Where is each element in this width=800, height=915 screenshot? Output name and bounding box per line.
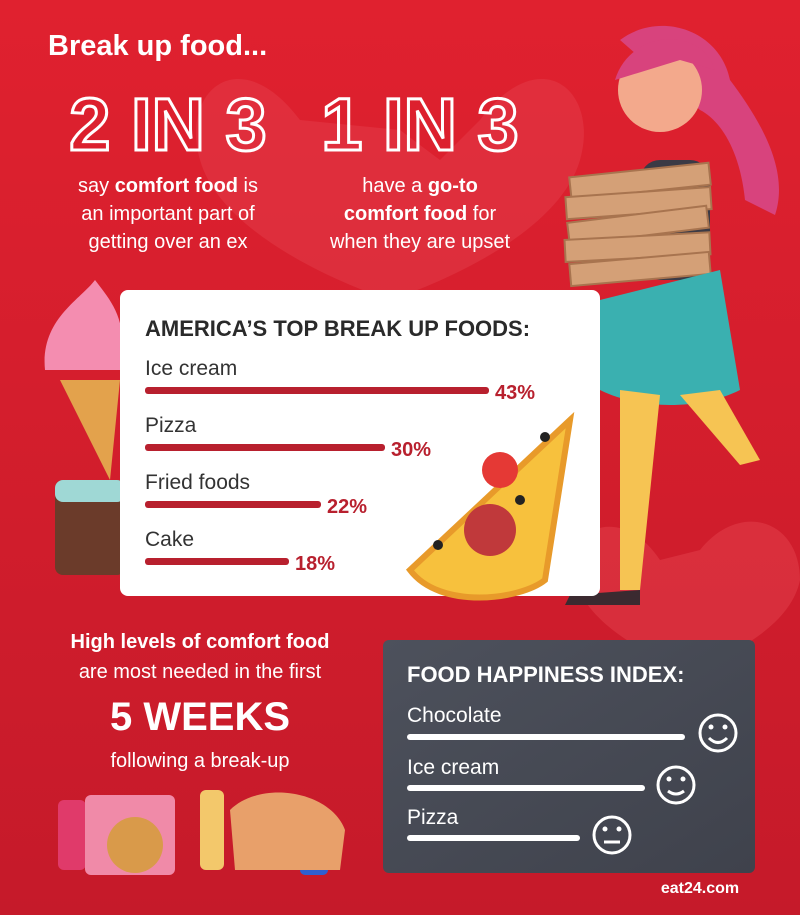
happiness-item: Ice cream xyxy=(407,756,499,779)
stat-text-part: when they are upset xyxy=(329,231,511,253)
stat-text-part: getting over an ex xyxy=(89,231,248,253)
stat-text: an important part of xyxy=(81,203,255,225)
stat-text: comfort food for xyxy=(344,203,497,225)
bar xyxy=(145,387,489,394)
stat-text-part: an important part of xyxy=(81,203,255,225)
happiness-title: FOOD HAPPINESS INDEX: xyxy=(407,662,684,687)
bar xyxy=(145,501,321,508)
stat-text-part: comfort food xyxy=(115,175,238,197)
happiness-panel xyxy=(383,640,755,873)
heart-decoration xyxy=(196,79,584,300)
category-label: Pizza xyxy=(145,414,197,437)
happiness-bars xyxy=(407,734,685,841)
bar xyxy=(145,558,289,565)
happiness-item: Pizza xyxy=(407,806,459,829)
happiness-item: Chocolate xyxy=(407,704,502,727)
chart-title: AMERICA’S TOP BREAK UP FOODS: xyxy=(145,316,530,341)
illustration-food-pile xyxy=(58,790,345,875)
source: eat24.com xyxy=(661,880,739,897)
illustration-pizza xyxy=(405,411,575,601)
stat-text: getting over an ex xyxy=(89,231,248,253)
stat-headline: 2 IN 3 xyxy=(69,83,266,166)
stat-text: when they are upset xyxy=(329,231,511,253)
stat-text-part: have a xyxy=(362,175,428,197)
value-label: 43% xyxy=(495,382,535,404)
category-label: Ice cream xyxy=(145,357,237,380)
illustration-desserts xyxy=(44,280,125,575)
stat-text-part: is xyxy=(238,175,258,197)
smiley-eyes xyxy=(602,724,728,832)
value-label: 30% xyxy=(391,439,431,461)
weeks-text: are most needed in the first xyxy=(79,661,322,683)
stat-text: say comfort food is xyxy=(78,175,258,197)
weeks-footer: following a break-up xyxy=(111,750,290,772)
illustration-woman xyxy=(563,25,779,605)
stat-text: have a go-to xyxy=(362,175,478,197)
stat-text-part: go-to xyxy=(428,175,478,197)
weeks-text: High levels of comfort food xyxy=(71,631,330,653)
value-label: 22% xyxy=(327,496,367,518)
stat-text-part: say xyxy=(78,175,115,197)
category-label: Fried foods xyxy=(145,471,250,494)
smiley-faces xyxy=(592,713,738,855)
bar xyxy=(145,444,385,451)
stat-text-part: comfort food xyxy=(344,203,467,225)
stat-text-part: for xyxy=(467,203,496,225)
weeks-highlight: 5 WEEKS xyxy=(110,695,290,739)
stat-headline: 1 IN 3 xyxy=(321,83,518,166)
value-label: 18% xyxy=(295,553,335,575)
page-title: Break up food... xyxy=(48,30,267,62)
category-label: Cake xyxy=(145,528,194,551)
